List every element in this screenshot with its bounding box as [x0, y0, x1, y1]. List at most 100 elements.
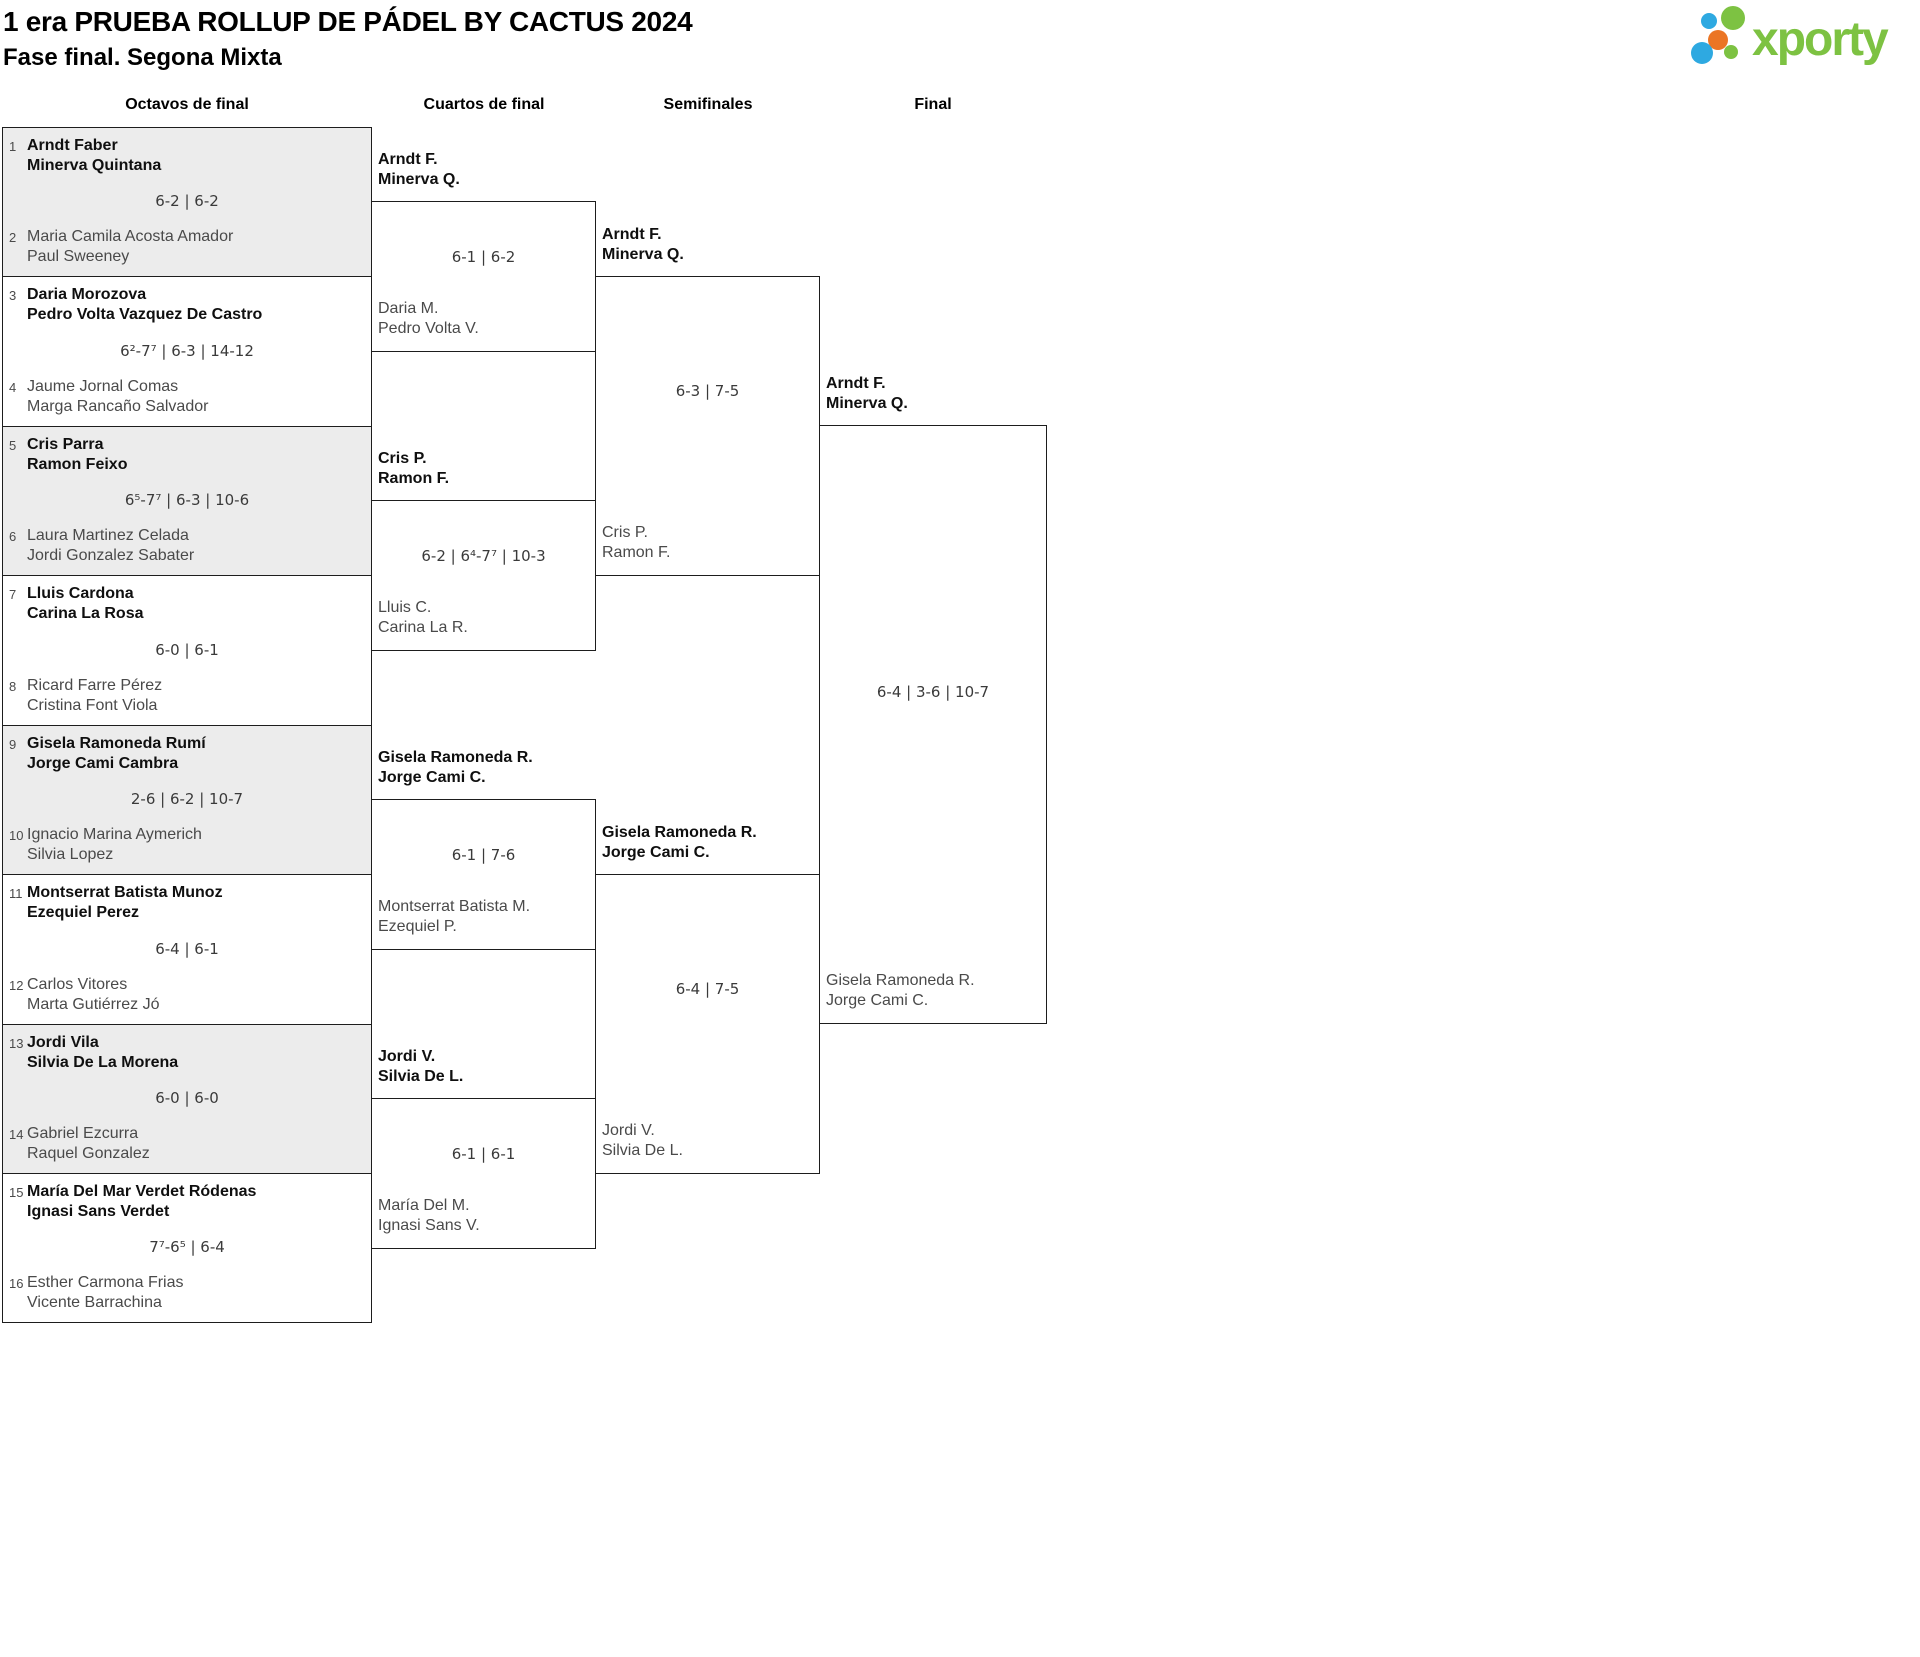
team-entry: Gisela Ramoneda R. Jorge Cami C. — [378, 748, 533, 788]
seed-number: 7 — [9, 587, 17, 602]
team-entry: Cris P. Ramon F. — [378, 449, 449, 489]
team-name: Cris P. Ramon F. — [602, 524, 671, 561]
seed-number: 6 — [9, 529, 17, 544]
match-octavos-5: 9 Gisela Ramoneda Rumí Jorge Cami Cambra … — [2, 725, 372, 875]
team-name: Carlos Vitores Marta Gutiérrez Jó — [27, 976, 160, 1013]
match-score: 7⁷-6⁵ | 6-4 — [149, 1238, 225, 1256]
match-score: 6-0 | 6-0 — [155, 1089, 219, 1107]
team-name: Arndt F. Minerva Q. — [602, 226, 684, 263]
team-name: María Del Mar Verdet Ródenas Ignasi Sans … — [27, 1183, 257, 1220]
xporty-logo-text: xporty — [1752, 13, 1889, 66]
team-entry: Montserrat Batista M. Ezequiel P. — [378, 897, 530, 937]
match-score: 6-3 | 7-5 — [675, 382, 740, 400]
phase-subtitle: Fase final. Segona Mixta — [3, 44, 282, 71]
seed-number: 12 — [9, 978, 24, 993]
match-semifinal-1: Arndt F. Minerva Q. 6-3 | 7-5 Cris P. Ramo… — [595, 226, 820, 576]
seed-number: 2 — [9, 230, 17, 245]
team-entry: 15 María Del Mar Verdet Ródenas Ignasi Sa… — [9, 1182, 256, 1222]
match-octavos-3: 5 Cris Parra Ramon Feixo 6⁵-7⁷ | 6-3 | 10… — [2, 426, 372, 576]
seed-number: 16 — [9, 1276, 24, 1291]
team-entry: 6 Laura Martinez Celada Jordi Gonzalez Sa… — [9, 526, 194, 566]
round-header-cuartos: Cuartos de final — [423, 96, 545, 113]
team-name: Cris P. Ramon F. — [378, 450, 450, 487]
match-score: 6-1 | 7-6 — [451, 846, 516, 864]
team-name: Daria M. Pedro Volta V. — [378, 300, 479, 337]
team-name: Daria Morozova Pedro Volta Vazquez De Cas… — [27, 286, 263, 323]
match-score: 6-1 | 6-1 — [451, 1145, 516, 1163]
team-entry: Lluis C. Carina La R. — [378, 598, 468, 638]
seed-number: 14 — [9, 1127, 24, 1142]
team-name: Gabriel Ezcurra Raquel Gonzalez — [27, 1125, 150, 1162]
match-score: 6-0 | 6-1 — [155, 640, 219, 659]
team-name: Lluis Cardona Carina La Rosa — [27, 585, 144, 622]
round-header-semifinales: Semifinales — [663, 96, 753, 113]
match-semifinal-2: Gisela Ramoneda R. Jorge Cami C. 6-4 | 7-… — [595, 824, 820, 1174]
team-name: Ignacio Marina Aymerich Silvia Lopez — [27, 826, 202, 863]
team-name: Cris Parra Ramon Feixo — [27, 436, 128, 473]
team-entry: Gisela Ramoneda R. Jorge Cami C. — [826, 971, 975, 1011]
team-entry: 16 Esther Carmona Frias Vicente Barrachin… — [9, 1273, 184, 1313]
team-entry: María Del M. Ignasi Sans V. — [378, 1196, 480, 1236]
team-name: Laura Martinez Celada Jordi Gonzalez Saba… — [27, 527, 195, 564]
match-cuartos-4: Jordi V. Silvia De L. 6-1 | 6-1 María Del… — [371, 1048, 596, 1249]
match-score: 6²-7⁷ | 6-3 | 14-12 — [120, 341, 254, 360]
team-entry: Jordi V. Silvia De L. — [378, 1047, 463, 1087]
round-header-final: Final — [914, 96, 952, 113]
match-score: 6-4 | 6-1 — [155, 939, 219, 958]
team-name: Gisela Ramoneda R. Jorge Cami C. — [378, 749, 533, 786]
match-final: Arndt F. Minerva Q. 6-4 | 3-6 | 10-7 Gise… — [819, 375, 1047, 1024]
seed-number: 4 — [9, 380, 17, 395]
match-score: 6-1 | 6-2 — [451, 248, 516, 266]
team-entry: 2 Maria Camila Acosta Amador Paul Sweeney — [9, 227, 233, 267]
seed-number: 9 — [9, 737, 17, 752]
team-name: Gisela Ramoneda Rumí Jorge Cami Cambra — [27, 735, 206, 772]
team-entry: 9 Gisela Ramoneda Rumí Jorge Cami Cambra — [9, 734, 206, 774]
team-entry: 12 Carlos Vitores Marta Gutiérrez Jó — [9, 975, 159, 1015]
team-name: Arndt Faber Minerva Quintana — [27, 137, 162, 174]
team-entry: 3 Daria Morozova Pedro Volta Vazquez De C… — [9, 285, 262, 325]
match-score: 6-4 | 3-6 | 10-7 — [876, 683, 990, 701]
team-name: Esther Carmona Frias Vicente Barrachina — [27, 1274, 184, 1311]
team-entry: 1 Arndt Faber Minerva Quintana — [9, 136, 161, 176]
team-entry: Daria M. Pedro Volta V. — [378, 299, 479, 339]
team-name: Montserrat Batista Munoz Ezequiel Perez — [27, 884, 223, 921]
team-entry: 4 Jaume Jornal Comas Marga Rancaño Salvad… — [9, 377, 208, 417]
seed-number: 3 — [9, 288, 17, 303]
match-octavos-4: 7 Lluis Cardona Carina La Rosa 6-0 | 6-1 … — [2, 575, 372, 726]
match-octavos-2: 3 Daria Morozova Pedro Volta Vazquez De C… — [2, 276, 372, 427]
seed-number: 1 — [9, 139, 17, 154]
team-entry: 10 Ignacio Marina Aymerich Silvia Lopez — [9, 825, 202, 865]
team-entry: 11 Montserrat Batista Munoz Ezequiel Pere… — [9, 883, 223, 923]
team-entry: Arndt F. Minerva Q. — [602, 225, 684, 265]
tournament-title: 1 era PRUEBA ROLLUP DE PÁDEL BY CACTUS 2… — [3, 6, 693, 37]
team-name: Gisela Ramoneda R. Jorge Cami C. — [826, 972, 975, 1009]
match-score: 6-2 | 6⁴-7⁷ | 10-3 — [421, 547, 546, 565]
round-header-octavos: Octavos de final — [125, 96, 249, 113]
team-entry: 7 Lluis Cardona Carina La Rosa — [9, 584, 143, 624]
xporty-logo-mark-icon: xporty — [1691, 6, 1891, 66]
seed-number: 10 — [9, 828, 24, 843]
team-name: Gisela Ramoneda R. Jorge Cami C. — [602, 824, 757, 861]
seed-number: 5 — [9, 438, 17, 453]
team-name: Jordi V. Silvia De L. — [602, 1122, 683, 1159]
team-name: María Del M. Ignasi Sans V. — [378, 1197, 480, 1234]
match-octavos-1: 1 Arndt Faber Minerva Quintana 6-2 | 6-2 … — [2, 127, 372, 277]
match-octavos-6: 11 Montserrat Batista Munoz Ezequiel Pere… — [2, 874, 372, 1025]
team-name: Jordi Vila Silvia De La Morena — [27, 1034, 179, 1071]
team-entry: Jordi V. Silvia De L. — [602, 1121, 683, 1161]
team-entry: 5 Cris Parra Ramon Feixo — [9, 435, 127, 475]
team-entry: 8 Ricard Farre Pérez Cristina Font Viola — [9, 676, 162, 716]
team-entry: 13 Jordi Vila Silvia De La Morena — [9, 1033, 178, 1073]
team-entry: 14 Gabriel Ezcurra Raquel Gonzalez — [9, 1124, 150, 1164]
team-name: Ricard Farre Pérez Cristina Font Viola — [27, 677, 163, 714]
match-cuartos-2: Cris P. Ramon F. 6-2 | 6⁴-7⁷ | 10-3 Lluis… — [371, 450, 596, 651]
team-entry: Cris P. Ramon F. — [602, 523, 670, 563]
team-name: Jaume Jornal Comas Marga Rancaño Salvador — [27, 378, 209, 415]
match-cuartos-1: Arndt F. Minerva Q. 6-1 | 6-2 Daria M. Ped… — [371, 151, 596, 352]
seed-number: 8 — [9, 679, 17, 694]
team-name: Jordi V. Silvia De L. — [378, 1048, 464, 1085]
team-name: Maria Camila Acosta Amador Paul Sweeney — [27, 228, 234, 265]
team-entry: Arndt F. Minerva Q. — [378, 150, 460, 190]
team-name: Arndt F. Minerva Q. — [378, 151, 460, 188]
